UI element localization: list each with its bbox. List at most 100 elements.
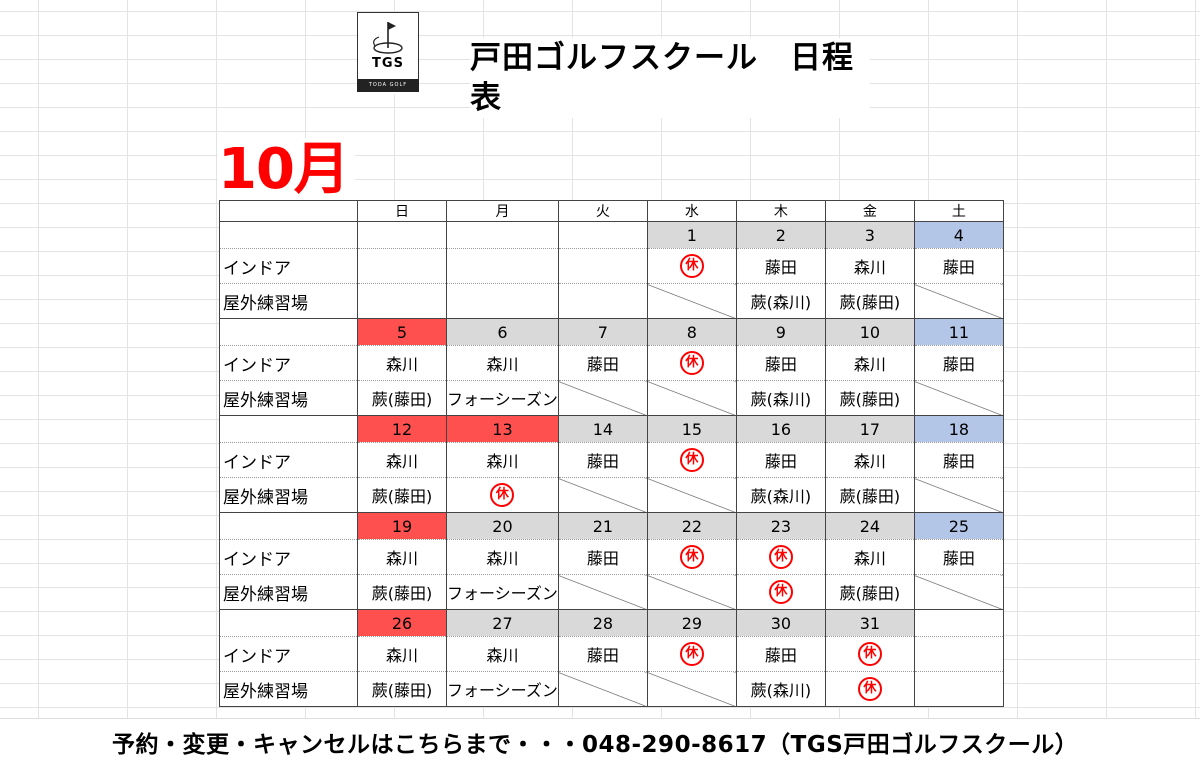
date-cell <box>913 609 1004 637</box>
indoor-instructor-cell: 藤田 <box>557 345 648 381</box>
outdoor-location-cell <box>446 283 559 319</box>
date-cell: 30 <box>735 609 826 637</box>
indoor-instructor-cell: 森川 <box>824 442 915 478</box>
closed-mark-icon: 休 <box>679 351 704 375</box>
date-cell: 1 <box>646 221 737 249</box>
closed-mark-icon: 休 <box>679 254 704 278</box>
date-cell: 6 <box>446 318 559 346</box>
date-cell: 27 <box>446 609 559 637</box>
closed-mark-icon: 休 <box>857 677 882 701</box>
indoor-instructor-cell: 休 <box>735 539 826 575</box>
date-cell: 17 <box>824 415 915 443</box>
outdoor-location-cell: 蕨(藤田) <box>824 283 915 319</box>
indoor-instructor-cell: 藤田 <box>735 248 826 284</box>
contact-info: 予約・変更・キャンセルはこちらまで・・・048-290-8617（TGS戸田ゴル… <box>112 732 1079 758</box>
indoor-instructor-cell <box>446 248 559 284</box>
indoor-instructor-cell: 藤田 <box>913 248 1004 284</box>
date-cell: 22 <box>646 512 737 540</box>
indoor-row-label: インドア <box>219 248 358 284</box>
date-cell: 2 <box>735 221 826 249</box>
date-cell: 28 <box>557 609 648 637</box>
outdoor-row: 屋外練習場 蕨(森川) 蕨(藤田) <box>219 283 1004 319</box>
outdoor-location-cell: 蕨(森川) <box>735 283 826 319</box>
outdoor-row-label: 屋外練習場 <box>219 477 358 513</box>
date-row: 26 27 28 29 30 31 <box>219 609 1004 637</box>
date-cell: 7 <box>557 318 648 346</box>
indoor-row-label: インドア <box>219 442 358 478</box>
date-cell: 24 <box>824 512 915 540</box>
indoor-instructor-cell: 休 <box>646 248 737 284</box>
outdoor-location-cell: 蕨(森川) <box>735 477 826 513</box>
date-cell <box>446 221 559 249</box>
indoor-instructor-cell: 森川 <box>446 442 559 478</box>
indoor-instructor-cell: 藤田 <box>735 345 826 381</box>
indoor-instructor-cell: 藤田 <box>735 636 826 672</box>
date-cell: 16 <box>735 415 826 443</box>
outdoor-unavailable-cell <box>646 574 737 610</box>
date-cell: 31 <box>824 609 915 637</box>
indoor-instructor-cell: 森川 <box>446 636 559 672</box>
outdoor-row: 屋外練習場 蕨(藤田) 休蕨(森川) 蕨(藤田) <box>219 477 1004 513</box>
indoor-instructor-cell: 森川 <box>357 539 447 575</box>
date-cell: 13 <box>446 415 559 443</box>
outdoor-location-cell: 蕨(藤田) <box>357 380 447 416</box>
date-cell: 4 <box>913 221 1004 249</box>
outdoor-location-cell: 蕨(藤田) <box>824 380 915 416</box>
indoor-row: インドア 森川 森川 藤田休休森川 藤田 <box>219 539 1004 575</box>
date-cell: 21 <box>557 512 648 540</box>
outdoor-unavailable-cell <box>913 574 1004 610</box>
outdoor-unavailable-cell <box>557 671 648 707</box>
weekday-header-tue: 火 <box>557 200 648 222</box>
indoor-instructor-cell: 休 <box>824 636 915 672</box>
weekday-header-row: 日月火水木金土 <box>219 200 1004 222</box>
indoor-instructor-cell: 森川 <box>824 248 915 284</box>
indoor-instructor-cell: 藤田 <box>913 539 1004 575</box>
indoor-instructor-cell <box>913 636 1004 672</box>
indoor-instructor-cell: 藤田 <box>913 442 1004 478</box>
weekday-header-fri: 金 <box>824 200 915 222</box>
date-cell: 25 <box>913 512 1004 540</box>
outdoor-location-cell: 蕨(藤田) <box>357 574 447 610</box>
golf-flag-icon <box>373 22 403 54</box>
closed-mark-icon: 休 <box>679 545 704 569</box>
date-cell: 29 <box>646 609 737 637</box>
page-title: 戸田ゴルフスクール 日程表 <box>470 38 870 118</box>
outdoor-unavailable-cell <box>646 283 737 319</box>
date-cell: 12 <box>357 415 447 443</box>
date-cell: 9 <box>735 318 826 346</box>
outdoor-unavailable-cell <box>646 671 737 707</box>
indoor-row-label: インドア <box>219 636 358 672</box>
outdoor-location-cell <box>357 283 447 319</box>
date-cell: 19 <box>357 512 447 540</box>
indoor-row: インドア 森川 森川 藤田休藤田休 <box>219 636 1004 672</box>
indoor-instructor-cell: 森川 <box>824 345 915 381</box>
date-cell: 5 <box>357 318 447 346</box>
date-cell <box>357 221 447 249</box>
outdoor-unavailable-cell <box>646 477 737 513</box>
outdoor-location-cell: 蕨(藤田) <box>357 671 447 707</box>
indoor-instructor-cell: 森川 <box>446 345 559 381</box>
outdoor-unavailable-cell <box>557 574 648 610</box>
outdoor-location-cell: 休 <box>824 671 915 707</box>
outdoor-location-cell: 蕨(藤田) <box>824 477 915 513</box>
indoor-instructor-cell: 休 <box>646 539 737 575</box>
indoor-instructor-cell: 森川 <box>357 636 447 672</box>
weekday-header-mon: 月 <box>446 200 559 222</box>
indoor-row: インドア 森川 森川 藤田休藤田 森川 藤田 <box>219 442 1004 478</box>
indoor-instructor-cell: 藤田 <box>913 345 1004 381</box>
outdoor-location-cell: フォーシーズン <box>446 671 559 707</box>
outdoor-location-cell: 休 <box>446 477 559 513</box>
outdoor-unavailable-cell <box>557 380 648 416</box>
outdoor-row: 屋外練習場 蕨(藤田) フォーシーズン 蕨(森川) 休 <box>219 671 1004 707</box>
outdoor-unavailable-cell <box>646 380 737 416</box>
outdoor-location-cell <box>913 671 1004 707</box>
indoor-instructor-cell: 森川 <box>446 539 559 575</box>
indoor-instructor-cell: 休 <box>646 345 737 381</box>
footer-bar: 予約・変更・キャンセルはこちらまで・・・048-290-8617（TGS戸田ゴル… <box>0 718 1200 761</box>
outdoor-unavailable-cell <box>913 477 1004 513</box>
date-cell: 23 <box>735 512 826 540</box>
outdoor-location-cell: フォーシーズン <box>446 380 559 416</box>
closed-mark-icon: 休 <box>679 448 704 472</box>
date-row: 5 6 7 8 9 10 11 <box>219 318 1004 346</box>
